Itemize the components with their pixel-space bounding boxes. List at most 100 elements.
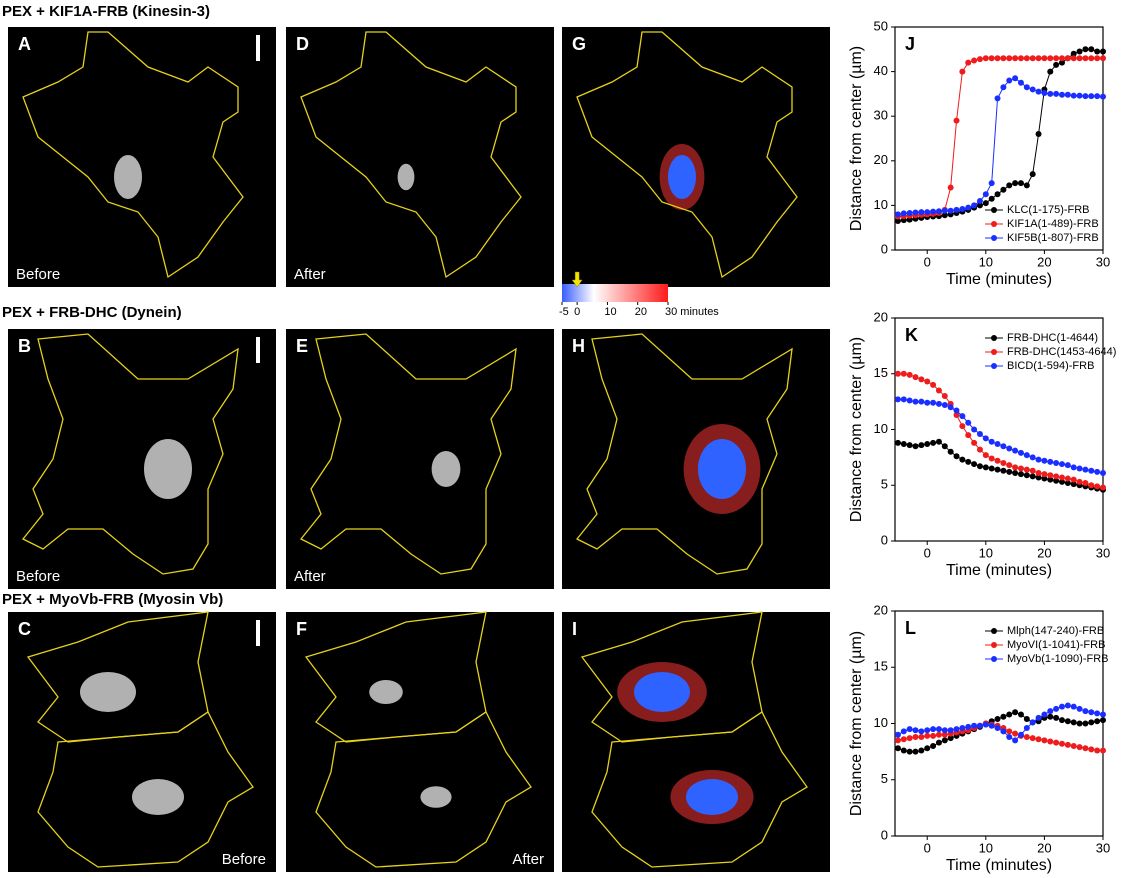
image-panel: I bbox=[562, 611, 830, 872]
data-point bbox=[1006, 77, 1013, 84]
data-point bbox=[971, 722, 978, 729]
data-point bbox=[1006, 734, 1013, 740]
data-point bbox=[1012, 737, 1019, 744]
data-point bbox=[1012, 464, 1019, 471]
data-point bbox=[1082, 708, 1089, 715]
data-point bbox=[953, 726, 960, 733]
panel-letter: H bbox=[572, 336, 585, 356]
y-tick-label: 10 bbox=[874, 421, 888, 436]
data-point bbox=[1006, 445, 1013, 452]
data-point bbox=[1076, 465, 1083, 472]
legend-marker bbox=[991, 207, 997, 213]
data-point bbox=[947, 207, 954, 214]
data-point bbox=[1029, 55, 1036, 62]
image-panel: F After bbox=[286, 611, 554, 872]
data-point bbox=[894, 731, 901, 738]
data-point bbox=[1017, 449, 1024, 456]
data-point bbox=[906, 748, 913, 755]
y-tick-label: 40 bbox=[874, 63, 888, 78]
data-point bbox=[976, 56, 983, 63]
data-point bbox=[1035, 469, 1042, 476]
data-point bbox=[1012, 709, 1019, 716]
data-point bbox=[941, 731, 948, 738]
data-point bbox=[1006, 462, 1013, 469]
y-tick-label: 20 bbox=[874, 602, 888, 617]
data-point bbox=[900, 736, 907, 743]
image-panel: A Before bbox=[8, 27, 276, 287]
row-title: PEX + FRB-DHC (Dynein) bbox=[2, 304, 182, 321]
data-point bbox=[1100, 747, 1106, 754]
legend-marker bbox=[991, 656, 997, 662]
chart-label: J bbox=[905, 34, 915, 54]
data-point bbox=[1064, 475, 1071, 482]
data-point bbox=[976, 430, 983, 437]
colorbar-tick-label: 30 minutes bbox=[665, 306, 719, 318]
plot-frame bbox=[894, 26, 1104, 251]
cell-outline bbox=[575, 333, 793, 575]
data-point bbox=[918, 209, 925, 216]
data-point bbox=[1094, 747, 1101, 754]
y-tick-label: 0 bbox=[881, 532, 888, 547]
x-tick-label: 20 bbox=[1037, 840, 1051, 855]
y-tick-label: 50 bbox=[874, 18, 888, 33]
data-point bbox=[953, 117, 960, 124]
data-point bbox=[1047, 476, 1054, 483]
data-point bbox=[912, 374, 919, 381]
data-point bbox=[1000, 84, 1007, 91]
y-tick-label: 20 bbox=[874, 152, 888, 167]
data-point bbox=[912, 209, 919, 216]
data-point bbox=[906, 209, 913, 216]
data-point bbox=[976, 463, 983, 470]
data-point bbox=[953, 407, 960, 414]
data-point bbox=[959, 423, 966, 430]
y-axis-label: Distance from center (µm) bbox=[848, 46, 865, 231]
data-point bbox=[994, 466, 1001, 473]
data-point bbox=[994, 716, 1001, 722]
data-point bbox=[988, 438, 995, 445]
data-point bbox=[924, 727, 931, 734]
data-point bbox=[1082, 745, 1089, 752]
data-point bbox=[900, 210, 907, 217]
data-point bbox=[918, 728, 925, 735]
data-point bbox=[930, 743, 937, 749]
data-point bbox=[1023, 716, 1030, 722]
panel-letter: G bbox=[572, 34, 586, 54]
y-tick-label: 10 bbox=[874, 715, 888, 730]
row-title: PEX + MyoVb-FRB (Myosin Vb) bbox=[2, 591, 223, 608]
image-background bbox=[286, 27, 554, 287]
data-point bbox=[1047, 90, 1054, 97]
data-point bbox=[1058, 55, 1065, 62]
colorbar-label: +Rapalog1 bbox=[583, 267, 646, 282]
data-point bbox=[1006, 468, 1013, 475]
data-point bbox=[1094, 48, 1101, 55]
cell-outline bbox=[37, 711, 254, 868]
image-panel: D After bbox=[286, 27, 554, 287]
panel-letter: I bbox=[572, 619, 577, 639]
data-point bbox=[1000, 55, 1007, 62]
colorbar-tick-label: 10 bbox=[604, 306, 616, 318]
cell-outline bbox=[299, 333, 517, 575]
image-panel: H bbox=[562, 329, 830, 589]
data-point bbox=[894, 439, 901, 446]
signal-blob bbox=[686, 779, 738, 815]
data-point bbox=[1006, 711, 1013, 718]
data-point bbox=[965, 419, 972, 426]
data-point bbox=[935, 400, 942, 407]
data-point bbox=[1064, 702, 1071, 709]
data-point bbox=[1094, 710, 1101, 717]
legend-label: KIF5B(1-807)-FRB bbox=[1007, 232, 1099, 244]
data-point bbox=[1017, 711, 1024, 718]
data-point bbox=[1088, 46, 1095, 53]
data-point bbox=[982, 721, 989, 728]
data-point bbox=[1064, 91, 1071, 98]
data-point bbox=[1017, 731, 1024, 738]
data-point bbox=[1041, 471, 1048, 478]
data-point bbox=[1100, 48, 1106, 55]
colorbar bbox=[562, 284, 668, 302]
data-point bbox=[941, 212, 948, 219]
data-point bbox=[1064, 718, 1071, 725]
row-title: PEX + KIF1A-FRB (Kinesin-3) bbox=[2, 3, 210, 20]
data-point bbox=[941, 737, 948, 744]
data-point bbox=[988, 195, 995, 202]
data-point bbox=[941, 207, 948, 214]
